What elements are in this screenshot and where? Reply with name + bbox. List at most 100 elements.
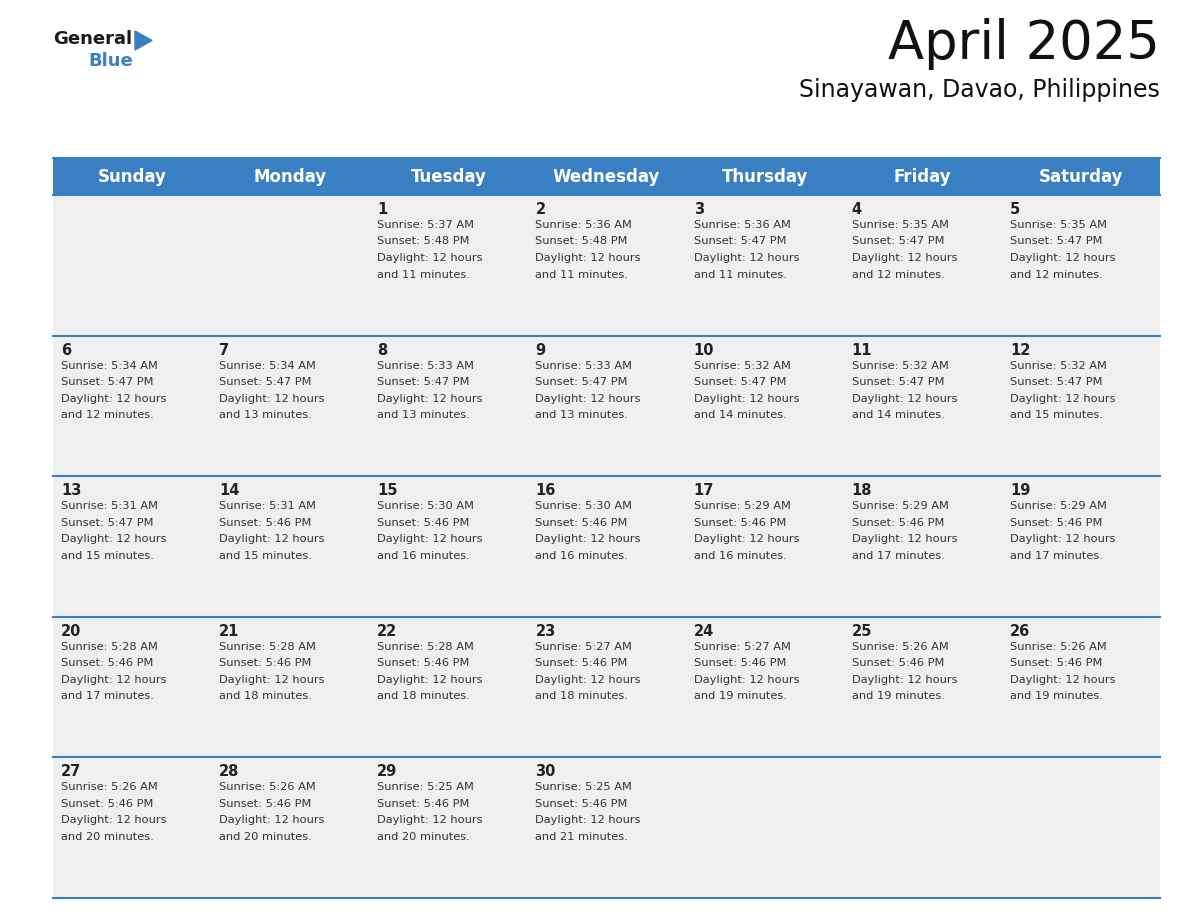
Text: 4: 4 <box>852 202 861 217</box>
Text: Sunrise: 5:28 AM: Sunrise: 5:28 AM <box>219 642 316 652</box>
Text: Sunday: Sunday <box>97 167 166 185</box>
Text: 20: 20 <box>61 624 81 639</box>
Text: Daylight: 12 hours: Daylight: 12 hours <box>1010 394 1116 404</box>
Text: Daylight: 12 hours: Daylight: 12 hours <box>694 253 800 263</box>
Text: April 2025: April 2025 <box>889 18 1159 70</box>
Text: and 11 minutes.: and 11 minutes. <box>694 270 786 279</box>
Text: Daylight: 12 hours: Daylight: 12 hours <box>852 675 958 685</box>
Text: General: General <box>53 30 132 48</box>
Bar <box>685 617 843 757</box>
Text: Sunrise: 5:36 AM: Sunrise: 5:36 AM <box>694 220 790 230</box>
Text: Sunrise: 5:26 AM: Sunrise: 5:26 AM <box>852 642 948 652</box>
Text: Daylight: 12 hours: Daylight: 12 hours <box>536 534 642 544</box>
Text: Sunset: 5:46 PM: Sunset: 5:46 PM <box>852 518 944 528</box>
Text: and 16 minutes.: and 16 minutes. <box>694 551 786 561</box>
Text: and 16 minutes.: and 16 minutes. <box>536 551 628 561</box>
Bar <box>369 617 527 757</box>
Bar <box>53 158 211 195</box>
Polygon shape <box>135 31 152 50</box>
Bar <box>685 158 843 195</box>
Text: Sunset: 5:46 PM: Sunset: 5:46 PM <box>536 518 627 528</box>
Text: and 14 minutes.: and 14 minutes. <box>852 410 944 420</box>
Text: 13: 13 <box>61 483 81 498</box>
Text: and 12 minutes.: and 12 minutes. <box>61 410 153 420</box>
Bar <box>843 617 1001 757</box>
Text: Daylight: 12 hours: Daylight: 12 hours <box>378 253 482 263</box>
Text: Sunset: 5:48 PM: Sunset: 5:48 PM <box>536 237 628 247</box>
Text: Daylight: 12 hours: Daylight: 12 hours <box>694 394 800 404</box>
Text: and 17 minutes.: and 17 minutes. <box>61 691 154 701</box>
Text: Sunrise: 5:30 AM: Sunrise: 5:30 AM <box>378 501 474 511</box>
Text: Sunrise: 5:29 AM: Sunrise: 5:29 AM <box>694 501 790 511</box>
Text: Friday: Friday <box>895 167 952 185</box>
Text: Sunrise: 5:34 AM: Sunrise: 5:34 AM <box>61 361 158 371</box>
Text: and 20 minutes.: and 20 minutes. <box>378 832 470 842</box>
Text: Sunset: 5:46 PM: Sunset: 5:46 PM <box>378 518 469 528</box>
Text: 24: 24 <box>694 624 714 639</box>
Text: Daylight: 12 hours: Daylight: 12 hours <box>852 534 958 544</box>
Text: and 12 minutes.: and 12 minutes. <box>852 270 944 279</box>
Text: and 18 minutes.: and 18 minutes. <box>536 691 628 701</box>
Text: Sunset: 5:46 PM: Sunset: 5:46 PM <box>219 799 311 809</box>
Bar <box>527 336 685 476</box>
Text: and 11 minutes.: and 11 minutes. <box>378 270 470 279</box>
Text: Sunrise: 5:29 AM: Sunrise: 5:29 AM <box>852 501 948 511</box>
Text: Daylight: 12 hours: Daylight: 12 hours <box>1010 675 1116 685</box>
Text: and 13 minutes.: and 13 minutes. <box>536 410 628 420</box>
Text: Sunrise: 5:31 AM: Sunrise: 5:31 AM <box>61 501 158 511</box>
Text: Daylight: 12 hours: Daylight: 12 hours <box>219 534 324 544</box>
Text: Sunset: 5:46 PM: Sunset: 5:46 PM <box>694 518 786 528</box>
Text: Sunset: 5:46 PM: Sunset: 5:46 PM <box>219 518 311 528</box>
Text: 18: 18 <box>852 483 872 498</box>
Text: Sunrise: 5:33 AM: Sunrise: 5:33 AM <box>536 361 632 371</box>
Text: Daylight: 12 hours: Daylight: 12 hours <box>378 815 482 825</box>
Text: Sunrise: 5:28 AM: Sunrise: 5:28 AM <box>61 642 158 652</box>
Text: and 12 minutes.: and 12 minutes. <box>1010 270 1102 279</box>
Bar <box>53 195 211 336</box>
Text: Daylight: 12 hours: Daylight: 12 hours <box>61 534 166 544</box>
Text: Sunset: 5:46 PM: Sunset: 5:46 PM <box>536 799 627 809</box>
Text: and 13 minutes.: and 13 minutes. <box>219 410 312 420</box>
Bar <box>211 617 369 757</box>
Text: Daylight: 12 hours: Daylight: 12 hours <box>61 675 166 685</box>
Text: Daylight: 12 hours: Daylight: 12 hours <box>1010 253 1116 263</box>
Text: Thursday: Thursday <box>721 167 808 185</box>
Text: and 11 minutes.: and 11 minutes. <box>536 270 628 279</box>
Text: 19: 19 <box>1010 483 1030 498</box>
Bar <box>53 617 211 757</box>
Bar <box>53 336 211 476</box>
Bar <box>1001 336 1159 476</box>
Text: Sunrise: 5:32 AM: Sunrise: 5:32 AM <box>1010 361 1107 371</box>
Bar <box>685 195 843 336</box>
Text: Daylight: 12 hours: Daylight: 12 hours <box>219 675 324 685</box>
Text: Sunrise: 5:32 AM: Sunrise: 5:32 AM <box>694 361 790 371</box>
Text: Daylight: 12 hours: Daylight: 12 hours <box>852 253 958 263</box>
Text: Sunrise: 5:35 AM: Sunrise: 5:35 AM <box>1010 220 1107 230</box>
Text: and 17 minutes.: and 17 minutes. <box>1010 551 1102 561</box>
Text: Sunset: 5:46 PM: Sunset: 5:46 PM <box>694 658 786 668</box>
Text: Sunrise: 5:30 AM: Sunrise: 5:30 AM <box>536 501 632 511</box>
Text: Tuesday: Tuesday <box>410 167 486 185</box>
Text: and 20 minutes.: and 20 minutes. <box>61 832 153 842</box>
Bar <box>53 757 211 898</box>
Text: and 18 minutes.: and 18 minutes. <box>378 691 470 701</box>
Text: Sunrise: 5:26 AM: Sunrise: 5:26 AM <box>1010 642 1106 652</box>
Text: Sunset: 5:47 PM: Sunset: 5:47 PM <box>536 377 628 387</box>
Bar <box>685 336 843 476</box>
Text: and 16 minutes.: and 16 minutes. <box>378 551 470 561</box>
Text: Sunset: 5:48 PM: Sunset: 5:48 PM <box>378 237 469 247</box>
Bar <box>1001 617 1159 757</box>
Text: Daylight: 12 hours: Daylight: 12 hours <box>378 675 482 685</box>
Text: 12: 12 <box>1010 342 1030 358</box>
Bar <box>843 158 1001 195</box>
Text: and 18 minutes.: and 18 minutes. <box>219 691 312 701</box>
Text: Sunset: 5:47 PM: Sunset: 5:47 PM <box>694 377 786 387</box>
Text: 14: 14 <box>219 483 240 498</box>
Text: and 19 minutes.: and 19 minutes. <box>1010 691 1102 701</box>
Text: Sunset: 5:47 PM: Sunset: 5:47 PM <box>1010 237 1102 247</box>
Text: Daylight: 12 hours: Daylight: 12 hours <box>378 534 482 544</box>
Bar <box>211 757 369 898</box>
Text: Sunset: 5:46 PM: Sunset: 5:46 PM <box>378 799 469 809</box>
Text: Sunrise: 5:37 AM: Sunrise: 5:37 AM <box>378 220 474 230</box>
Text: Sunset: 5:47 PM: Sunset: 5:47 PM <box>219 377 311 387</box>
